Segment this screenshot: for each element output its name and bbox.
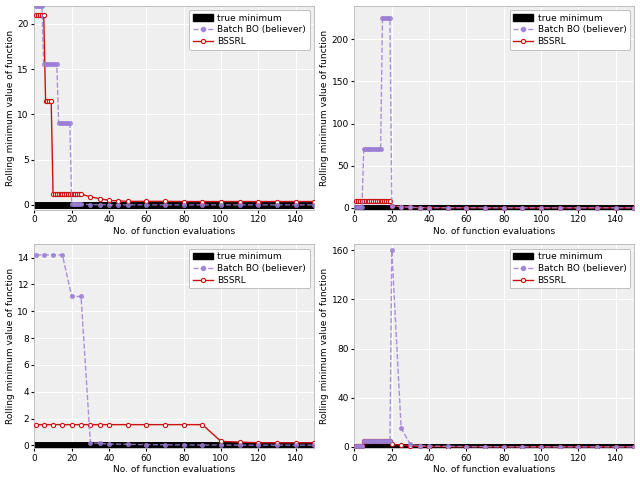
Y-axis label: Rolling minimum value of function: Rolling minimum value of function [320,29,329,186]
Legend: true minimum, Batch BO (believer), BSSRL: true minimum, Batch BO (believer), BSSRL [509,249,630,288]
Y-axis label: Rolling minimum value of function: Rolling minimum value of function [6,29,15,186]
Y-axis label: Rolling minimum value of function: Rolling minimum value of function [320,268,329,424]
Y-axis label: Rolling minimum value of function: Rolling minimum value of function [6,268,15,424]
Legend: true minimum, Batch BO (believer), BSSRL: true minimum, Batch BO (believer), BSSRL [189,10,310,50]
X-axis label: No. of function evaluations: No. of function evaluations [433,227,556,236]
X-axis label: No. of function evaluations: No. of function evaluations [433,466,556,474]
X-axis label: No. of function evaluations: No. of function evaluations [113,227,236,236]
Legend: true minimum, Batch BO (believer), BSSRL: true minimum, Batch BO (believer), BSSRL [189,249,310,288]
X-axis label: No. of function evaluations: No. of function evaluations [113,466,236,474]
Legend: true minimum, Batch BO (believer), BSSRL: true minimum, Batch BO (believer), BSSRL [509,10,630,50]
